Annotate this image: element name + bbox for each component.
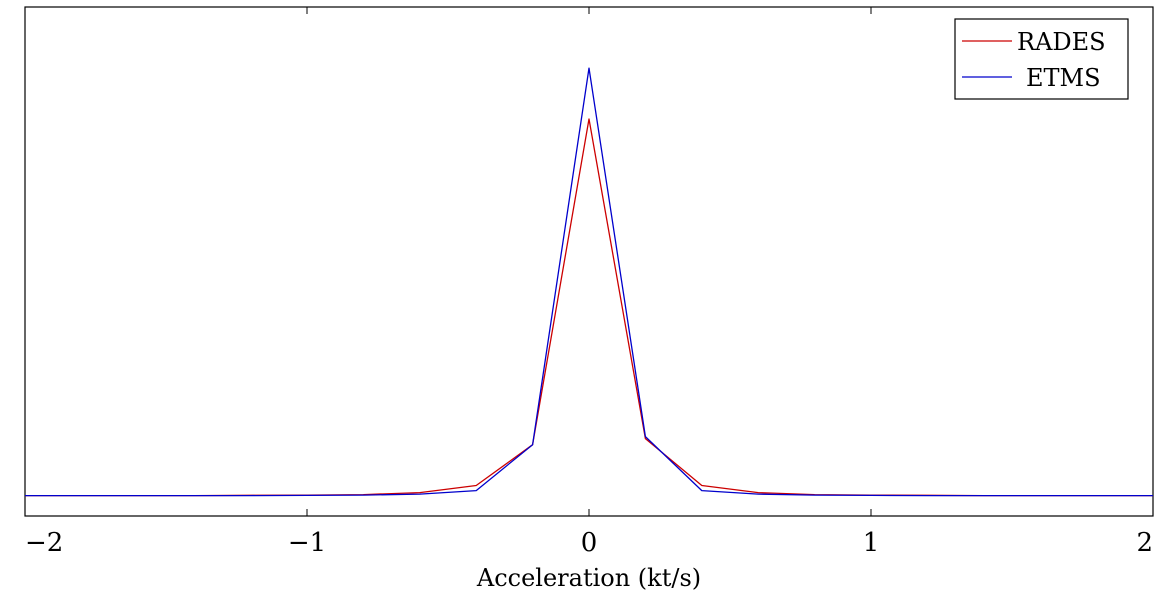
axis-ticks [24, 7, 1154, 516]
series-line-etms [25, 67, 1153, 497]
legend: RADES ETMS [954, 18, 1129, 100]
legend-label-etms: ETMS [1026, 64, 1101, 92]
x-tick-label: −1 [288, 528, 326, 558]
legend-box [954, 18, 1129, 100]
series-line-rades [25, 118, 1153, 497]
series-lines [25, 67, 1153, 497]
x-tick-label: 0 [581, 528, 598, 558]
legend-label-rades: RADES [1017, 28, 1106, 56]
x-tick-label: −2 [25, 528, 63, 558]
x-tick-labels: −2 −1 0 1 2 [25, 528, 1153, 558]
x-axis-title: Acceleration (kt/s) [476, 564, 701, 592]
x-tick-label: 2 [1136, 528, 1153, 558]
x-tick-label: 1 [863, 528, 880, 558]
